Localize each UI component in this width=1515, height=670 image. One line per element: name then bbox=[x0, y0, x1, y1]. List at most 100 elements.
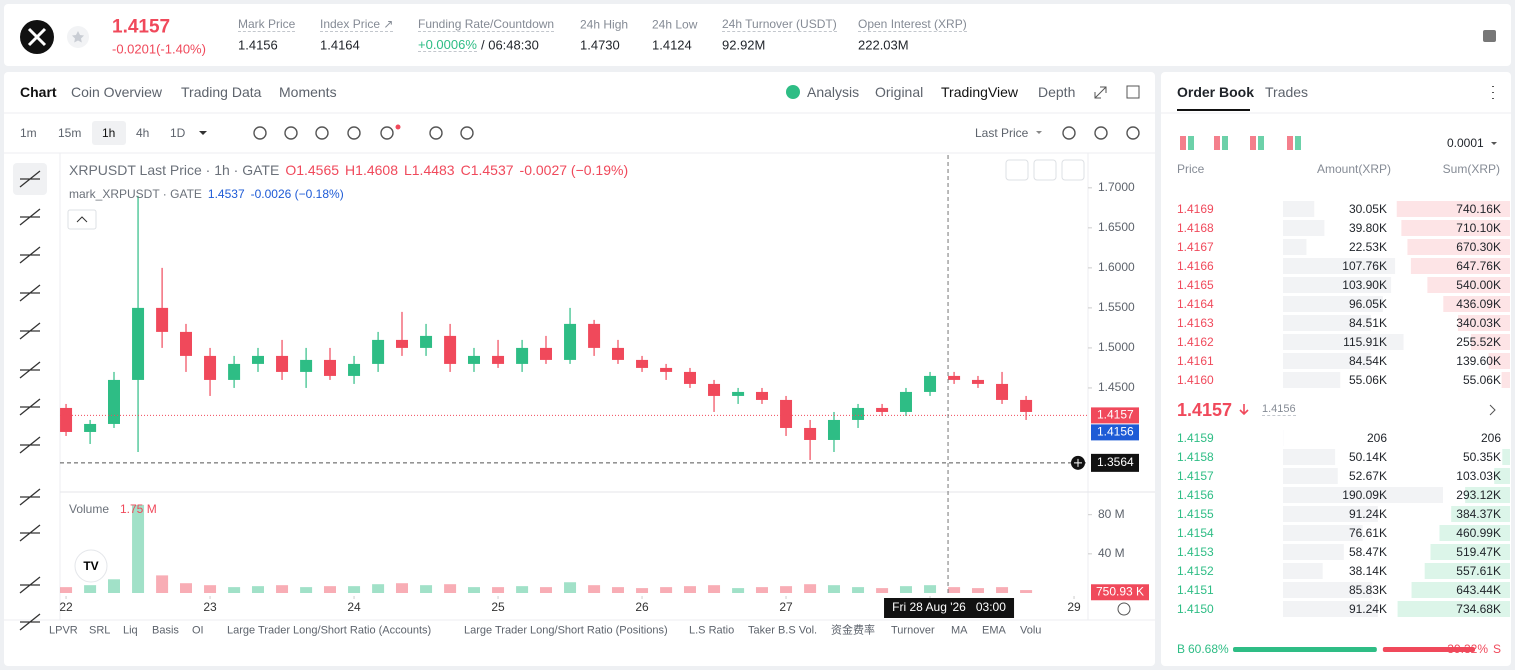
tab[interactable]: Moments bbox=[279, 84, 337, 100]
chart-button[interactable] bbox=[1005, 159, 1029, 181]
ob-sum-bar bbox=[1396, 201, 1510, 217]
ob-more-icon[interactable] bbox=[1489, 404, 1496, 416]
window-icon[interactable] bbox=[1126, 85, 1140, 99]
volume-bar bbox=[876, 588, 889, 593]
indicator[interactable]: Liq bbox=[123, 624, 138, 637]
indicator[interactable]: OI bbox=[192, 624, 204, 637]
ob-view-icon[interactable] bbox=[1250, 136, 1256, 150]
ob-view-icon[interactable] bbox=[1188, 136, 1194, 150]
drawing-tool[interactable] bbox=[19, 436, 41, 454]
tab[interactable]: Coin Overview bbox=[71, 84, 163, 100]
chart-button[interactable] bbox=[1033, 159, 1057, 181]
ob-tab[interactable]: Trades bbox=[1265, 84, 1309, 100]
x-tick-label: 27 bbox=[779, 600, 793, 614]
tab[interactable]: Chart bbox=[20, 84, 57, 100]
ob-view-icon[interactable] bbox=[1287, 136, 1293, 150]
toolbar-icon[interactable] bbox=[1126, 126, 1140, 140]
toolbar-icon[interactable] bbox=[284, 126, 298, 140]
ob-view-icon[interactable] bbox=[1258, 136, 1264, 150]
indicator[interactable]: MA bbox=[951, 624, 968, 637]
indicator[interactable]: Basis bbox=[152, 624, 179, 637]
ob-view-icon[interactable] bbox=[1295, 136, 1301, 150]
drawing-tool[interactable] bbox=[19, 284, 41, 302]
volume-bar bbox=[539, 587, 552, 593]
toolbar-icon[interactable] bbox=[460, 126, 474, 140]
drawing-tool[interactable] bbox=[19, 208, 41, 226]
toolbar-icon[interactable] bbox=[347, 126, 361, 140]
drawing-tool[interactable] bbox=[19, 576, 41, 594]
drawing-tool[interactable] bbox=[19, 398, 41, 416]
ob-view-icon[interactable] bbox=[1222, 136, 1228, 150]
indicator[interactable]: Turnover bbox=[891, 624, 935, 637]
drawing-tool[interactable] bbox=[19, 361, 41, 379]
drawing-tool[interactable] bbox=[19, 488, 41, 506]
tab[interactable]: Trading Data bbox=[181, 84, 262, 100]
indicator[interactable]: LPVR bbox=[49, 624, 78, 637]
layout-icon[interactable] bbox=[1483, 30, 1496, 42]
volume-bar bbox=[179, 583, 192, 593]
indicator[interactable]: L.S Ratio bbox=[689, 624, 735, 637]
ob-amount: 206 bbox=[1366, 431, 1387, 445]
toolbar-icon[interactable] bbox=[315, 126, 329, 140]
interval[interactable]: 4h bbox=[136, 126, 150, 140]
stat-label: 24h Low bbox=[652, 17, 698, 32]
x-tick-label: 26 bbox=[635, 600, 649, 614]
ob-sum: 740.16K bbox=[1456, 202, 1501, 216]
price-change: -0.0201(-1.40%) bbox=[112, 41, 206, 57]
ob-price: 1.4155 bbox=[1177, 507, 1214, 521]
ob-sum-bar bbox=[1407, 239, 1510, 255]
ob-tab[interactable]: Order Book bbox=[1177, 84, 1255, 100]
ob-view-icon[interactable] bbox=[1180, 136, 1186, 150]
drawing-tool[interactable] bbox=[19, 613, 41, 631]
indicator[interactable]: Large Trader Long/Short Ratio (Positions… bbox=[464, 624, 668, 637]
interval[interactable]: 1h bbox=[102, 126, 116, 140]
candle-body bbox=[156, 307, 169, 332]
indicator[interactable]: EMA bbox=[982, 624, 1006, 637]
legend-item: C1.4537 bbox=[460, 162, 514, 178]
volume-bar bbox=[660, 587, 673, 593]
collapse-button[interactable] bbox=[67, 209, 97, 230]
drawing-tool[interactable] bbox=[19, 246, 41, 264]
toolbar-icon[interactable] bbox=[253, 126, 267, 140]
candle-body bbox=[732, 391, 745, 396]
settings-icon[interactable] bbox=[1117, 602, 1131, 616]
interval[interactable]: 15m bbox=[58, 126, 82, 140]
price-source[interactable]: Last Price bbox=[975, 126, 1029, 140]
toolbar-icon[interactable] bbox=[1094, 126, 1108, 140]
drawing-tool[interactable] bbox=[19, 524, 41, 542]
drawing-tool[interactable] bbox=[19, 322, 41, 340]
view-tab[interactable]: Depth bbox=[1038, 84, 1076, 100]
ob-view-icon[interactable] bbox=[1214, 136, 1220, 150]
indicator[interactable]: Large Trader Long/Short Ratio (Accounts) bbox=[227, 624, 432, 637]
ob-amount: 96.05K bbox=[1348, 297, 1387, 311]
indicator[interactable]: Taker B.S Vol. bbox=[748, 624, 818, 637]
interval[interactable]: 1m bbox=[20, 126, 37, 140]
ob-sum: 557.61K bbox=[1456, 564, 1501, 578]
indicator[interactable]: 资金费率 bbox=[831, 624, 875, 637]
volume-bar bbox=[804, 584, 817, 593]
interval[interactable]: 1D bbox=[170, 126, 186, 140]
ob-amount: 103.90K bbox=[1342, 278, 1387, 292]
volume-bar bbox=[755, 587, 768, 593]
toolbar-icon[interactable] bbox=[1062, 126, 1076, 140]
ob-amount-bar bbox=[1283, 239, 1307, 255]
drawing-tool[interactable] bbox=[19, 170, 41, 188]
expand-icon[interactable] bbox=[1094, 86, 1107, 99]
toolbar-icon[interactable] bbox=[380, 126, 394, 140]
view-tab[interactable]: TradingView bbox=[941, 84, 1019, 100]
view-tab[interactable]: Analysis bbox=[807, 84, 860, 100]
ob-amount-bar bbox=[1283, 372, 1341, 388]
candle-body bbox=[179, 331, 192, 356]
ob-amount-bar bbox=[1283, 334, 1404, 350]
toolbar-icon[interactable] bbox=[429, 126, 443, 140]
indicator[interactable]: SRL bbox=[89, 624, 111, 637]
chart-button[interactable] bbox=[1061, 159, 1085, 181]
view-tab[interactable]: Original bbox=[875, 84, 924, 100]
volume-bar bbox=[420, 585, 433, 593]
volume-bar bbox=[708, 585, 721, 593]
ob-sum: 55.06K bbox=[1462, 373, 1501, 387]
indicator[interactable]: Volu bbox=[1020, 624, 1042, 637]
ob-precision[interactable]: 0.0001 bbox=[1447, 136, 1484, 150]
ob-amount: 58.47K bbox=[1348, 545, 1387, 559]
dropdown-icon[interactable] bbox=[199, 131, 207, 135]
